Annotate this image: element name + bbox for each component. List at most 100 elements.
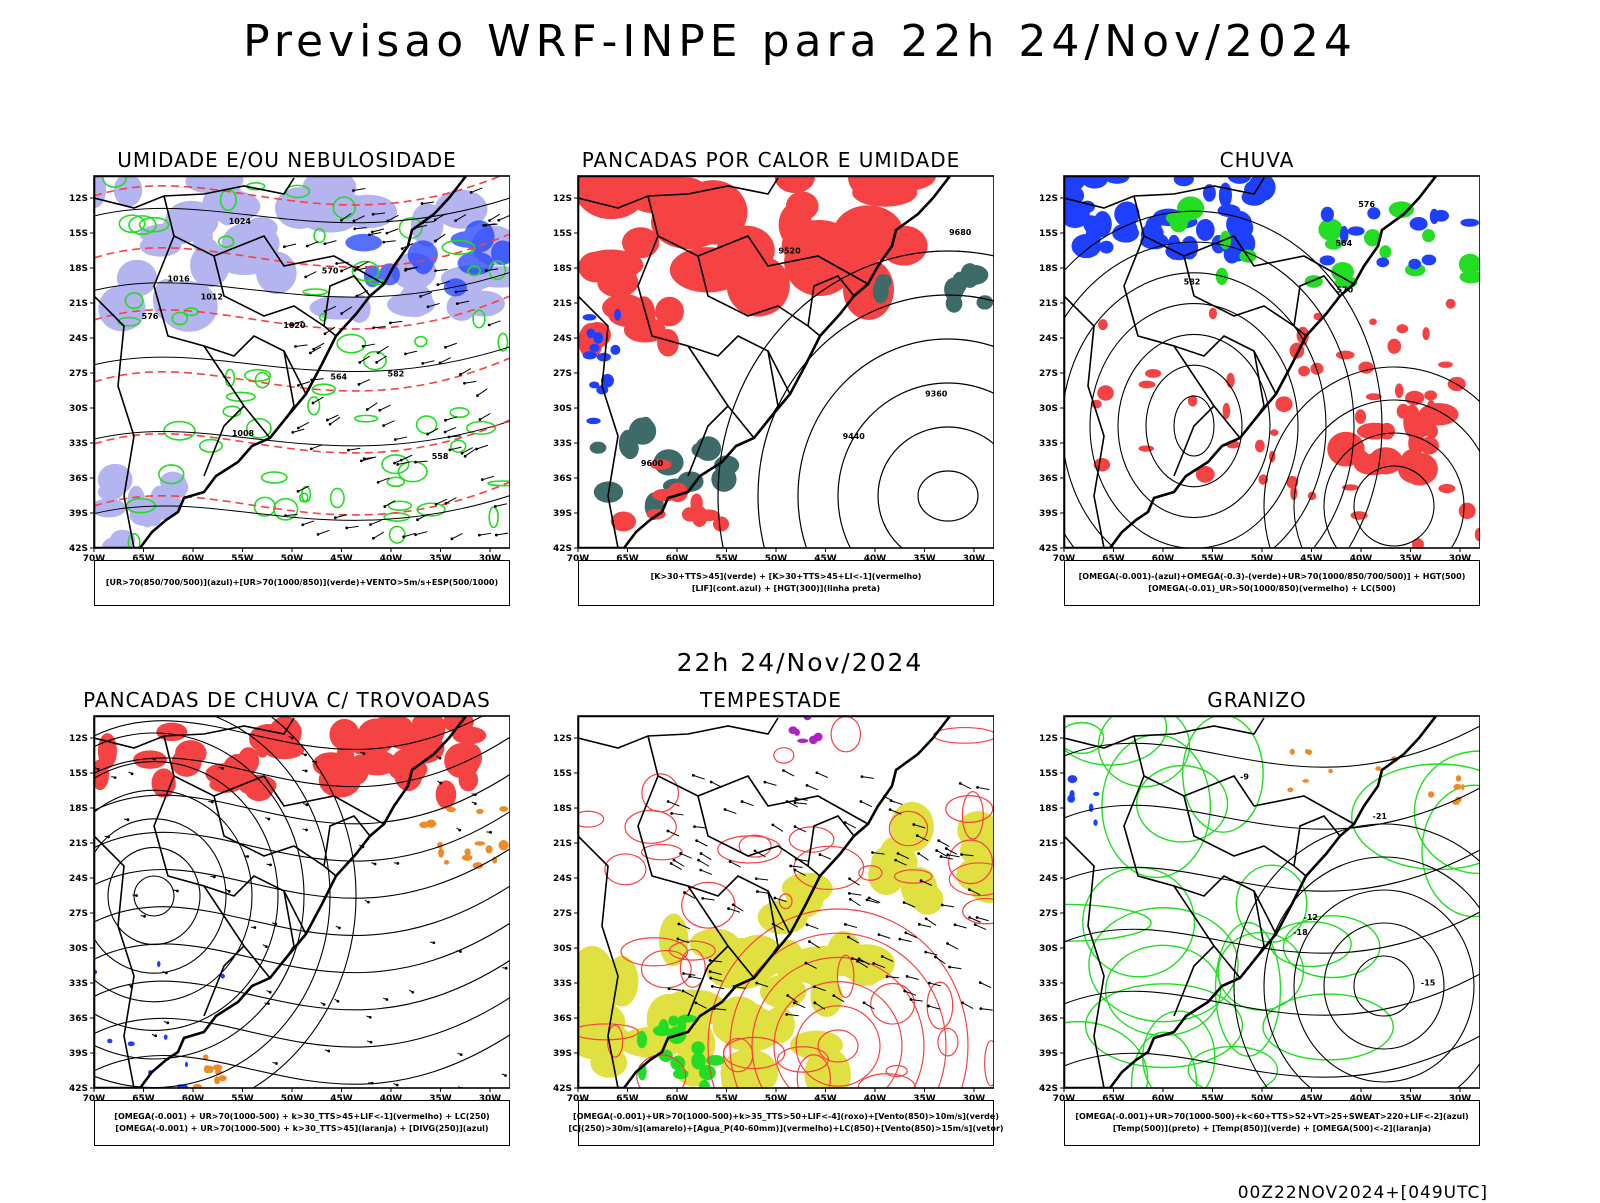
lat-tick-label: 33S [553, 979, 572, 989]
forecast-map: 9520944096009680936012S15S18S21S24S27S30… [538, 172, 994, 574]
legend-box: [OMEGA(-0.001)+UR>70(1000-500)+k<60+TTS>… [1064, 1100, 1480, 1146]
lat-tick-label: 18S [69, 804, 88, 814]
contour-value-label: 570 [322, 267, 339, 276]
lat-tick-label: 30S [1039, 404, 1058, 414]
panel-title: CHUVA [1022, 148, 1492, 172]
lat-tick-label: 30S [1039, 944, 1058, 954]
contour-value-label: 582 [1184, 278, 1201, 287]
lat-tick-label: 12S [69, 734, 88, 744]
lat-tick-label: 39S [69, 1049, 88, 1059]
legend-line: [OMEGA(-0.001) + UR>70(1000-500) + k>30_… [115, 1123, 488, 1135]
lat-tick-label: 39S [553, 509, 572, 519]
forecast-map: 57658257056412S15S18S21S24S27S30S33S36S3… [1024, 172, 1480, 574]
contour-value-label: -9 [1240, 772, 1249, 781]
main-title: Previsao WRF-INPE para 22h 24/Nov/2024 [0, 16, 1600, 67]
panel-title: PANCADAS DE CHUVA C/ TROVOADAS [52, 688, 522, 712]
lat-tick-label: 27S [1039, 909, 1058, 919]
lat-tick-label: 12S [553, 734, 572, 744]
lat-tick-label: 42S [1039, 544, 1058, 554]
lat-tick-label: 36S [553, 1014, 572, 1024]
legend-line: [OMEGA(-0.001) + UR>70(1000-500) + k>30_… [114, 1111, 489, 1123]
run-timestamp: 00Z22NOV2024+[049UTC] [1238, 1183, 1488, 1203]
contour-value-label: 9600 [641, 459, 664, 468]
contour-value-label: 1012 [201, 293, 223, 302]
lat-tick-label: 36S [553, 474, 572, 484]
lat-tick-label: 24S [1039, 874, 1058, 884]
lat-tick-label: 30S [553, 404, 572, 414]
lat-tick-label: 42S [69, 1084, 88, 1094]
lat-tick-label: 12S [1039, 194, 1058, 204]
contour-value-label: 1020 [283, 321, 306, 330]
lat-tick-label: 33S [69, 439, 88, 449]
lat-tick-label: 27S [69, 909, 88, 919]
lat-tick-label: 24S [69, 334, 88, 344]
legend-line: [LIF](cont.azul) + [HGT(300)](linha pret… [692, 583, 880, 595]
contour-value-label: 576 [1358, 200, 1375, 209]
lat-tick-label: 36S [69, 474, 88, 484]
sub-title: 22h 24/Nov/2024 [0, 648, 1600, 677]
lat-tick-label: 12S [69, 194, 88, 204]
lat-tick-label: 30S [69, 944, 88, 954]
lat-tick-label: 18S [553, 804, 572, 814]
forecast-map: 1012101610201024100857057656455858212S15… [54, 172, 510, 574]
lat-tick-label: 24S [1039, 334, 1058, 344]
lat-tick-label: 27S [69, 369, 88, 379]
lat-tick-label: 15S [1039, 229, 1058, 239]
legend-box: [K>30+TTS>45](verde) + [K>30+TTS>45+LI<-… [578, 560, 994, 606]
lat-tick-label: 18S [1039, 804, 1058, 814]
contour-value-label: 9440 [843, 432, 866, 441]
contour-value-label: 582 [388, 369, 405, 378]
contour-value-label: 564 [330, 373, 347, 382]
lat-tick-label: 33S [1039, 439, 1058, 449]
lat-tick-label: 39S [553, 1049, 572, 1059]
lat-tick-label: 21S [1039, 839, 1058, 849]
lat-tick-label: 30S [553, 944, 572, 954]
contour-value-label: 1024 [229, 217, 252, 226]
legend-line: [UR>70(850/700/500)](azul)+[UR>70(1000/8… [106, 577, 498, 589]
lat-tick-label: 12S [1039, 734, 1058, 744]
lat-tick-label: 30S [69, 404, 88, 414]
lat-tick-label: 27S [1039, 369, 1058, 379]
map-panel-1: UMIDADE E/OU NEBULOSIDADE 1012 1016 1020 102… [52, 148, 522, 618]
lat-tick-label: 42S [553, 1084, 572, 1094]
contour-value-label: 1016 [167, 274, 190, 283]
contour-value-label: 9680 [949, 228, 972, 237]
lat-tick-label: 21S [69, 299, 88, 309]
panel-title: UMIDADE E/OU NEBULOSIDADE [52, 148, 522, 172]
lat-tick-label: 36S [1039, 474, 1058, 484]
legend-line: [Temp(500)](preto) + [Temp(850)](verde) … [1113, 1123, 1431, 1135]
legend-line: [CJ(250)>30m/s](amarelo)+[Agua_P(40-60mm… [568, 1123, 1003, 1135]
lat-tick-label: 39S [69, 509, 88, 519]
lat-tick-label: 18S [69, 264, 88, 274]
contour-value-label: 564 [1335, 239, 1352, 248]
lat-tick-label: 18S [553, 264, 572, 274]
lat-tick-label: 33S [1039, 979, 1058, 989]
lat-tick-label: 21S [69, 839, 88, 849]
lat-tick-label: 33S [69, 979, 88, 989]
lat-tick-label: 21S [553, 839, 572, 849]
lat-tick-label: 24S [69, 874, 88, 884]
lat-tick-label: 42S [1039, 1084, 1058, 1094]
contour-value-label: -15 [1421, 978, 1436, 987]
legend-line: [K>30+TTS>45](verde) + [K>30+TTS>45+LI<-… [651, 571, 922, 583]
lat-tick-label: 27S [553, 369, 572, 379]
contour-value-label: -12 [1304, 913, 1318, 922]
contour-value-label: -18 [1293, 928, 1308, 937]
lat-tick-label: 15S [1039, 769, 1058, 779]
lat-tick-label: 12S [553, 194, 572, 204]
contour-value-label: 9520 [778, 246, 801, 255]
contour-value-label: 1008 [232, 429, 255, 438]
lat-tick-label: 27S [553, 909, 572, 919]
contour-value-label: 558 [432, 452, 449, 461]
legend-line: [OMEGA(-0.001)+UR>70(1000-500)+k>35_TTS>… [573, 1111, 999, 1123]
legend-box: [OMEGA(-0.001)+UR>70(1000-500)+k>35_TTS>… [578, 1100, 994, 1146]
panel-title: PANCADAS POR CALOR E UMIDADE [536, 148, 1006, 172]
lat-tick-label: 21S [553, 299, 572, 309]
legend-line: [OMEGA(-0.001)-(azul)+OMEGA(-0.3)-(verde… [1079, 571, 1466, 583]
legend-box: [UR>70(850/700/500)](azul)+[UR>70(1000/8… [94, 560, 510, 606]
panel-title: GRANIZO [1022, 688, 1492, 712]
